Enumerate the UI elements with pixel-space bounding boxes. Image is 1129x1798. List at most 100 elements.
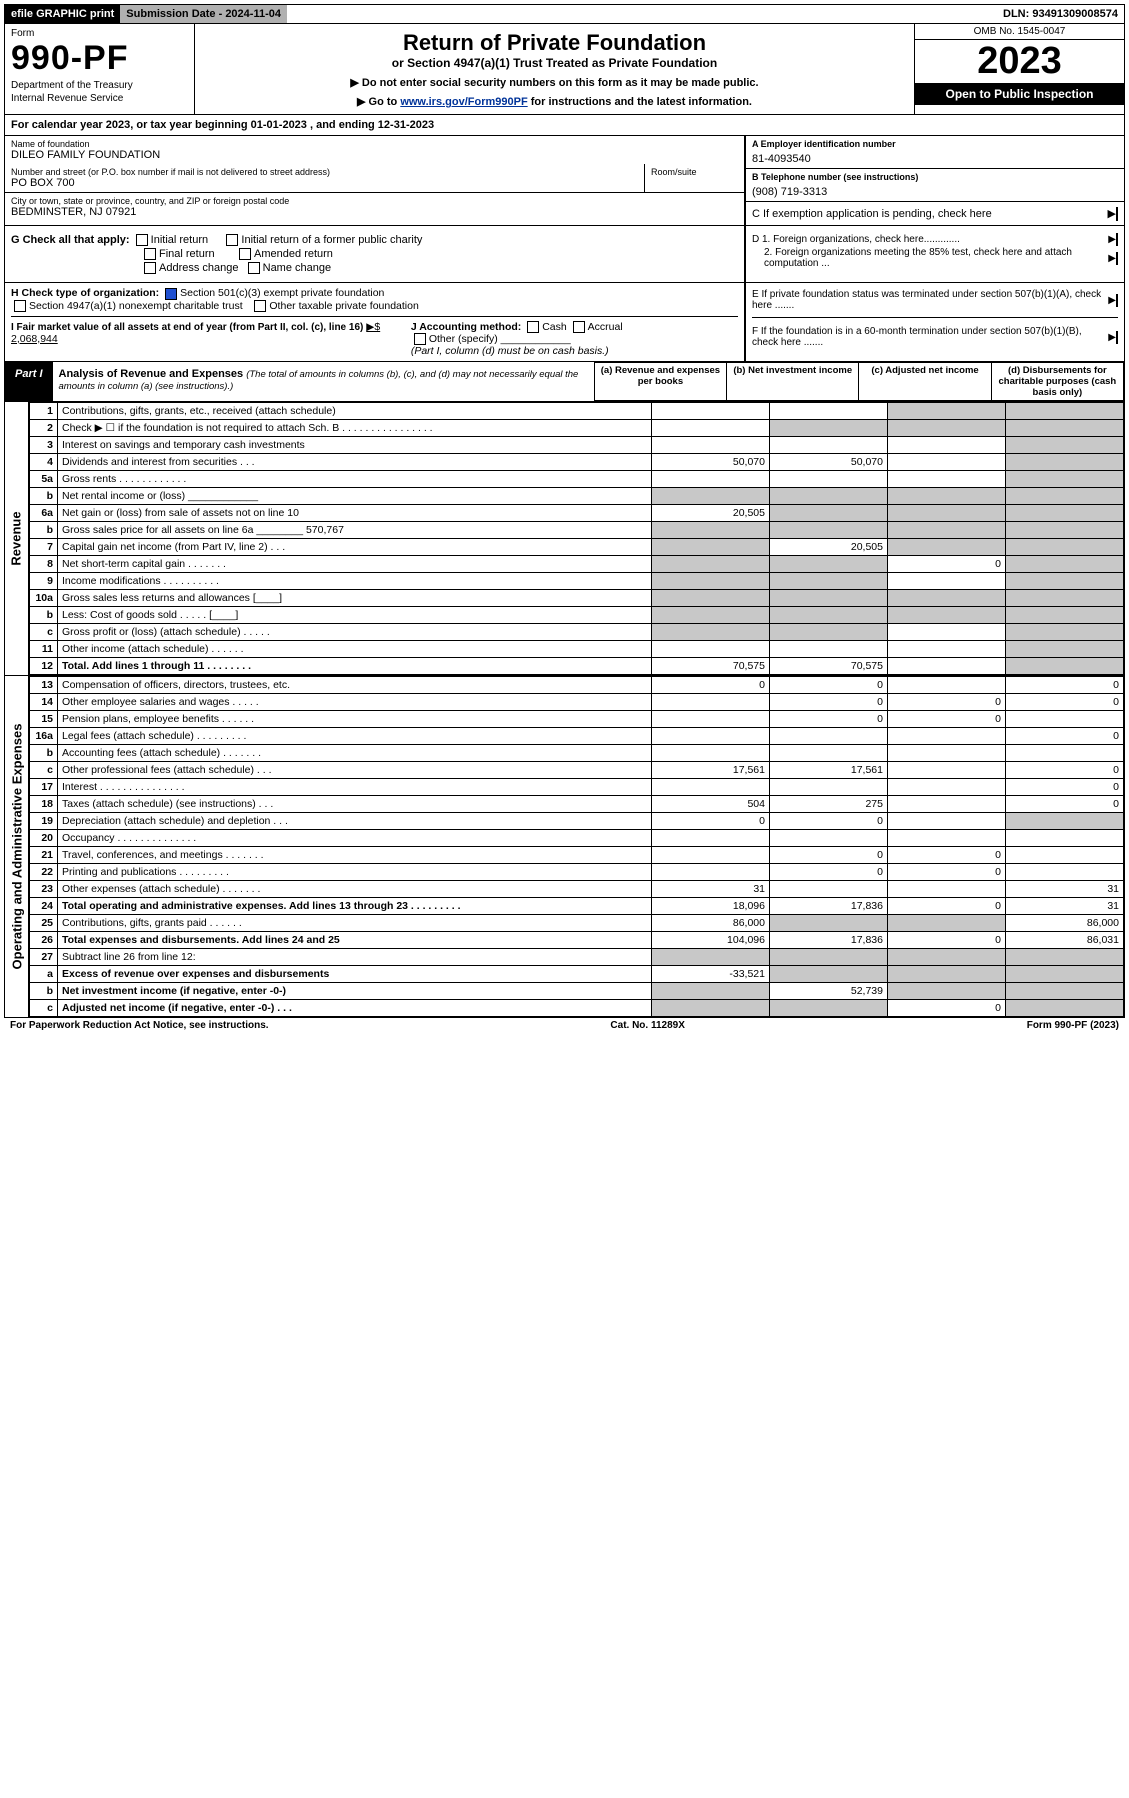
cb-jother[interactable] [414, 333, 426, 345]
exemption-label: C If exemption application is pending, c… [752, 208, 992, 220]
line-desc: Other expenses (attach schedule) . . . .… [58, 881, 652, 898]
j-label: J Accounting method: [411, 321, 521, 333]
topbar: efile GRAPHIC print Submission Date - 20… [4, 4, 1125, 24]
line-desc: Excess of revenue over expenses and disb… [58, 966, 652, 983]
cb-other-tax[interactable] [254, 300, 266, 312]
cb-d2[interactable] [1116, 252, 1118, 265]
line-desc: Compensation of officers, directors, tru… [58, 677, 652, 694]
cb-501c3[interactable] [165, 288, 177, 300]
d2-label: 2. Foreign organizations meeting the 85%… [752, 247, 1108, 269]
dept: Department of the Treasury [11, 80, 188, 91]
cb-final[interactable] [144, 248, 156, 260]
line-desc: Net gain or (loss) from sale of assets n… [58, 505, 652, 522]
submission-date: Submission Date - 2024-11-04 [120, 5, 287, 23]
line-desc: Net short-term capital gain . . . . . . … [58, 556, 652, 573]
line-desc: Accounting fees (attach schedule) . . . … [58, 745, 652, 762]
col-b: (b) Net investment income [727, 363, 859, 401]
line-desc: Interest . . . . . . . . . . . . . . . [58, 779, 652, 796]
j-note: (Part I, column (d) must be on cash basi… [411, 345, 609, 357]
city-label: City or town, state or province, country… [11, 196, 738, 206]
irs-link[interactable]: www.irs.gov/Form990PF [400, 96, 527, 108]
f-label: F If the foundation is in a 60-month ter… [752, 326, 1108, 348]
entity-info: Name of foundation DILEO FAMILY FOUNDATI… [4, 136, 1125, 226]
cat-no: Cat. No. 11289X [610, 1020, 684, 1031]
expense-table: 13Compensation of officers, directors, t… [29, 676, 1124, 1017]
line-desc: Total expenses and disbursements. Add li… [58, 932, 652, 949]
form-subtitle: or Section 4947(a)(1) Trust Treated as P… [201, 56, 908, 70]
line-desc: Net investment income (if negative, ente… [58, 983, 652, 1000]
ein-label: A Employer identification number [752, 139, 1118, 149]
cb-amended[interactable] [239, 248, 251, 260]
line-desc: Gross profit or (loss) (attach schedule)… [58, 624, 652, 641]
line-desc: Travel, conferences, and meetings . . . … [58, 847, 652, 864]
part1-tab: Part I [5, 362, 53, 401]
name-label: Name of foundation [11, 139, 738, 149]
line-desc: Gross rents . . . . . . . . . . . . [58, 471, 652, 488]
line-desc: Depreciation (attach schedule) and deple… [58, 813, 652, 830]
open-public: Open to Public Inspection [915, 83, 1124, 105]
cb-initial[interactable] [136, 234, 148, 246]
line-desc: Total. Add lines 1 through 11 . . . . . … [58, 658, 652, 675]
col-d: (d) Disbursements for charitable purpose… [991, 363, 1123, 401]
checkbox-c[interactable] [1116, 207, 1118, 221]
line-desc: Other professional fees (attach schedule… [58, 762, 652, 779]
line-desc: Income modifications . . . . . . . . . . [58, 573, 652, 590]
line-desc: Printing and publications . . . . . . . … [58, 864, 652, 881]
footer: For Paperwork Reduction Act Notice, see … [4, 1018, 1125, 1033]
phone: (908) 719-3313 [752, 182, 1118, 198]
col-a: (a) Revenue and expenses per books [594, 363, 726, 401]
cb-f[interactable] [1116, 331, 1118, 344]
line-desc: Contributions, gifts, grants paid . . . … [58, 915, 652, 932]
cb-accrual[interactable] [573, 321, 585, 333]
cb-cash[interactable] [527, 321, 539, 333]
line-desc: Contributions, gifts, grants, etc., rece… [58, 403, 652, 420]
address: PO BOX 700 [11, 177, 638, 189]
cb-4947[interactable] [14, 300, 26, 312]
line-desc: Other employee salaries and wages . . . … [58, 694, 652, 711]
cb-namechg[interactable] [248, 262, 260, 274]
line-desc: Gross sales price for all assets on line… [58, 522, 652, 539]
cb-e[interactable] [1116, 294, 1118, 307]
cb-former[interactable] [226, 234, 238, 246]
room-label: Room/suite [644, 164, 744, 193]
line-desc: Check ▶ ☐ if the foundation is not requi… [58, 420, 652, 437]
part1-title: Analysis of Revenue and Expenses [59, 368, 244, 380]
e-label: E If private foundation status was termi… [752, 289, 1108, 311]
form-note1: ▶ Do not enter social security numbers o… [201, 76, 908, 89]
dln: DLN: 93491309008574 [997, 5, 1124, 23]
line-desc: Taxes (attach schedule) (see instruction… [58, 796, 652, 813]
form-note2: ▶ Go to www.irs.gov/Form990PF for instru… [201, 95, 908, 108]
i-label: I Fair market value of all assets at end… [11, 322, 363, 333]
line-desc: Legal fees (attach schedule) . . . . . .… [58, 728, 652, 745]
check-area: G Check all that apply: Initial return I… [4, 226, 1125, 283]
form-number: 990-PF [11, 39, 188, 78]
line-desc: Total operating and administrative expen… [58, 898, 652, 915]
efile-label[interactable]: efile GRAPHIC print [5, 5, 120, 23]
g-label: G Check all that apply: [11, 234, 130, 246]
cb-d1[interactable] [1116, 233, 1118, 246]
expense-label: Operating and Administrative Expenses [9, 724, 24, 970]
line-desc: Gross sales less returns and allowances … [58, 590, 652, 607]
cb-addrchg[interactable] [144, 262, 156, 274]
line-desc: Interest on savings and temporary cash i… [58, 437, 652, 454]
irs: Internal Revenue Service [11, 93, 188, 104]
tax-year: 2023 [915, 40, 1124, 83]
revenue-label: Revenue [9, 512, 24, 566]
line-desc: Adjusted net income (if negative, enter … [58, 1000, 652, 1017]
calendar-year: For calendar year 2023, or tax year begi… [4, 115, 1125, 136]
line-desc: Pension plans, employee benefits . . . .… [58, 711, 652, 728]
phone-label: B Telephone number (see instructions) [752, 172, 1118, 182]
form-header: Form 990-PF Department of the Treasury I… [4, 24, 1125, 115]
line-desc: Dividends and interest from securities .… [58, 454, 652, 471]
part1-header: Part I Analysis of Revenue and Expenses … [4, 362, 1125, 402]
city: BEDMINSTER, NJ 07921 [11, 206, 738, 218]
col-c: (c) Adjusted net income [859, 363, 991, 401]
omb: OMB No. 1545-0047 [915, 24, 1124, 40]
foundation-name: DILEO FAMILY FOUNDATION [11, 149, 738, 161]
line-desc: Less: Cost of goods sold . . . . . [____… [58, 607, 652, 624]
line-desc: Occupancy . . . . . . . . . . . . . . [58, 830, 652, 847]
revenue-section: Revenue 1Contributions, gifts, grants, e… [4, 402, 1125, 676]
h-label: H Check type of organization: [11, 287, 159, 299]
line-desc: Other income (attach schedule) . . . . .… [58, 641, 652, 658]
revenue-table: 1Contributions, gifts, grants, etc., rec… [29, 402, 1124, 675]
